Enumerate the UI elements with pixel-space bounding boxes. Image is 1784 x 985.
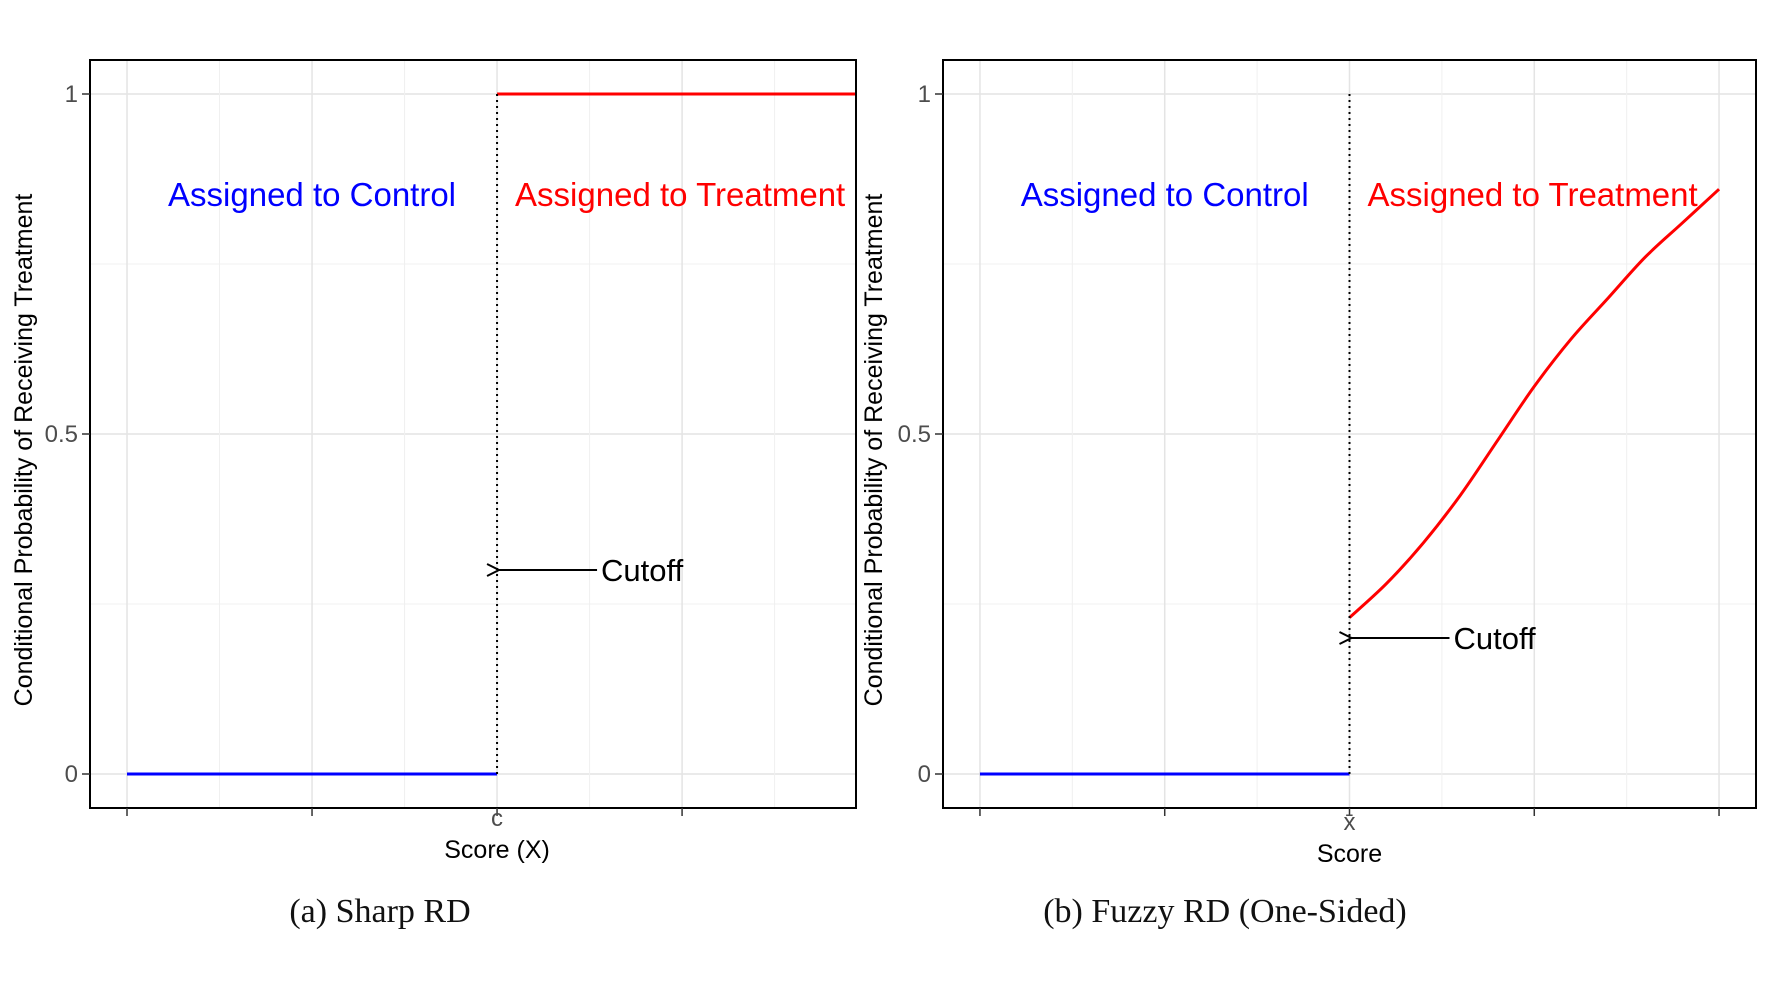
cutoff-annotation: Cutoff <box>601 553 684 588</box>
y-tick-label: 0.5 <box>45 421 78 448</box>
chart-panel-sharp: 0 0.5 1 c Score (X) Conditional Probability o… <box>10 59 857 930</box>
grid <box>90 60 856 808</box>
y-tick-label: 1 <box>65 81 78 108</box>
x-tick-label: x̄ <box>1344 809 1356 836</box>
panel-caption: (a) Sharp RD <box>289 893 470 930</box>
x-axis-title: Score (X) <box>444 836 550 864</box>
control-region-label: Assigned to Control <box>1021 176 1309 213</box>
x-axis-title: Score <box>1317 840 1382 868</box>
treatment-series-line <box>1348 188 1721 619</box>
y-tick-label: 0.5 <box>898 421 931 448</box>
cutoff-annotation: Cutoff <box>1454 621 1537 656</box>
x-tick-label: c <box>491 805 503 832</box>
y-tick-label: 0 <box>918 761 931 788</box>
control-region-label: Assigned to Control <box>168 176 456 213</box>
treatment-region-label: Assigned to Treatment <box>515 176 845 213</box>
y-axis-title: Conditional Probability of Receiving Tre… <box>10 194 38 707</box>
panel-caption: (b) Fuzzy RD (One-Sided) <box>1043 893 1407 930</box>
y-axis-title: Conditional Probability of Receiving Tre… <box>860 194 888 707</box>
y-tick-label: 1 <box>918 81 931 108</box>
y-tick-label: 0 <box>65 761 78 788</box>
treatment-region-label: Assigned to Treatment <box>1368 176 1698 213</box>
chart-panel-fuzzy: 0 0.5 1 x̄ Score Conditional Probability of R… <box>860 59 1757 930</box>
